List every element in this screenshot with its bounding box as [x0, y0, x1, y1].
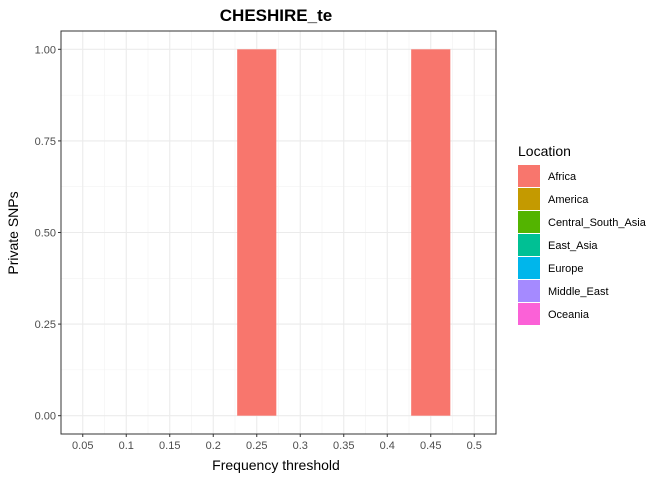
y-axis-title: Private SNPs — [5, 191, 21, 274]
legend-key-middle_east — [518, 280, 540, 302]
legend-label: Central_South_Asia — [548, 217, 647, 229]
x-axis-title: Frequency threshold — [212, 457, 340, 473]
bar-africa-0.25 — [237, 49, 277, 416]
legend-key-central_south_asia — [518, 211, 540, 233]
legend-key-oceania — [518, 303, 540, 325]
y-tick-label: 0.50 — [35, 228, 56, 240]
legend-label: America — [548, 194, 589, 206]
x-tick-label: 0.5 — [467, 440, 482, 452]
legend-key-africa — [518, 165, 540, 187]
chart-title: CHESHIRE_te — [220, 6, 332, 25]
legend-label: Africa — [548, 171, 577, 183]
legend-key-east_asia — [518, 234, 540, 256]
y-tick-label: 0.25 — [35, 319, 56, 331]
legend-key-europe — [518, 257, 540, 279]
x-tick-label: 0.35 — [333, 440, 354, 452]
x-tick-label: 0.4 — [380, 440, 395, 452]
x-axis: 0.05 0.1 0.15 0.2 0.25 0.3 0.35 0.4 0.45 0.5 — [72, 434, 482, 452]
y-axis: 0.00 0.25 0.50 0.75 1.00 — [35, 44, 61, 423]
x-tick-label: 0.05 — [72, 440, 93, 452]
x-tick-label: 0.25 — [246, 440, 267, 452]
y-tick-label: 0.00 — [35, 411, 56, 423]
y-tick-label: 1.00 — [35, 44, 56, 56]
x-tick-label: 0.45 — [420, 440, 441, 452]
x-tick-label: 0.15 — [159, 440, 180, 452]
legend-label: Oceania — [548, 309, 590, 321]
x-tick-label: 0.2 — [206, 440, 221, 452]
legend-key-america — [518, 188, 540, 210]
legend: Location Africa America Central_South_Asia… — [518, 143, 647, 325]
x-tick-label: 0.3 — [293, 440, 308, 452]
y-tick-label: 0.75 — [35, 136, 56, 148]
grid-lines — [61, 31, 496, 434]
bar-africa-0.45 — [411, 49, 451, 416]
legend-label: East_Asia — [548, 240, 598, 252]
legend-label: Middle_East — [548, 286, 609, 298]
legend-title: Location — [518, 143, 571, 159]
bars — [237, 49, 451, 416]
legend-label: Europe — [548, 263, 583, 275]
x-tick-label: 0.1 — [119, 440, 134, 452]
